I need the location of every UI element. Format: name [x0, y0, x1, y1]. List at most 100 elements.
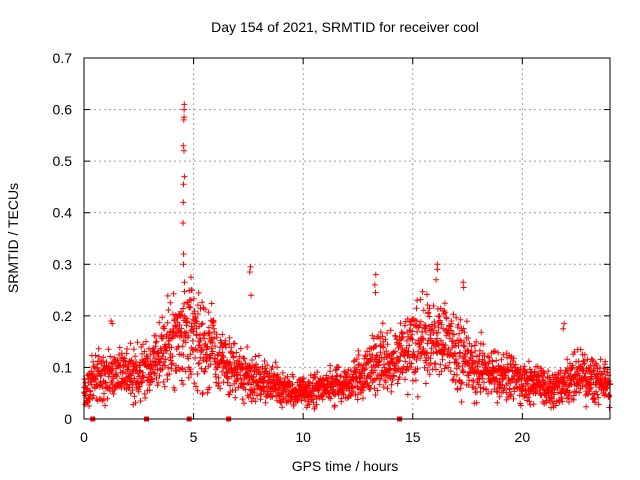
data-point: [249, 377, 256, 383]
data-point: [570, 376, 577, 383]
data-point: [432, 322, 438, 329]
data-point: [257, 371, 264, 378]
data-point: [219, 331, 226, 338]
data-point: [413, 357, 420, 363]
data-point: [448, 320, 455, 327]
data-point: [604, 369, 611, 376]
data-point: [187, 351, 194, 358]
data-point: [600, 365, 607, 372]
data-point: [354, 396, 361, 403]
data-point: [187, 304, 194, 310]
data-point: [190, 295, 197, 302]
data-point: [209, 348, 216, 355]
data-point: [247, 263, 254, 270]
data-point: [566, 399, 572, 405]
data-point: [236, 353, 243, 360]
data-point: [110, 391, 117, 397]
data-point: [105, 346, 112, 353]
data-point: [269, 393, 276, 400]
data-point: [113, 373, 120, 380]
data-point: [225, 375, 232, 382]
data-point: [150, 351, 157, 358]
data-point: [501, 385, 508, 392]
data-point: [366, 351, 373, 358]
data-point: [164, 331, 170, 338]
data-point: [164, 376, 171, 383]
data-point: [251, 389, 258, 395]
y-tick-label: 0.3: [53, 256, 73, 272]
data-point: [433, 276, 440, 283]
data-point: [372, 367, 378, 374]
data-point: [374, 371, 381, 378]
data-point: [149, 376, 156, 383]
data-point: [226, 334, 233, 341]
data-point: [545, 368, 552, 375]
data-point: [569, 362, 576, 369]
data-point: [496, 393, 503, 400]
data-point: [345, 366, 352, 373]
data-point: [424, 367, 431, 374]
data-point: [139, 378, 146, 385]
data-point: [560, 385, 566, 392]
data-point: [209, 339, 216, 346]
data-point: [170, 311, 176, 318]
data-point: [98, 372, 105, 379]
data-point: [195, 290, 202, 296]
data-point: [605, 378, 612, 385]
data-point: [227, 361, 234, 368]
data-point: [192, 315, 199, 322]
data-point: [171, 387, 178, 393]
data-point: [408, 360, 415, 367]
data-point: [134, 339, 141, 346]
data-point: [178, 377, 185, 384]
data-point: [595, 394, 602, 401]
data-point: [369, 332, 376, 339]
data-point: [508, 391, 515, 398]
data-point: [253, 361, 260, 368]
data-point: [453, 371, 460, 378]
data-point: [540, 369, 547, 376]
data-point: [426, 371, 433, 378]
data-point: [488, 388, 495, 395]
data-point: [439, 356, 446, 363]
data-point: [460, 342, 467, 349]
data-point: [372, 391, 379, 398]
data-point: [458, 380, 465, 387]
data-point: [249, 357, 255, 363]
data-point: [239, 396, 246, 403]
data-point: [602, 358, 609, 365]
data-point: [484, 353, 491, 360]
data-point: [206, 330, 213, 336]
data-point: [344, 373, 351, 380]
data-point: [397, 353, 404, 360]
data-point: [226, 359, 233, 366]
data-point: [460, 284, 467, 291]
data-point: [192, 354, 199, 361]
data-point: [403, 345, 410, 351]
data-point: [262, 399, 269, 406]
data-point: [480, 341, 487, 348]
data-point: [561, 320, 568, 327]
data-point: [298, 397, 305, 404]
data-point: [525, 380, 531, 387]
y-tick-label: 0.7: [53, 50, 73, 66]
plot-frame: [83, 57, 611, 420]
data-point: [247, 367, 254, 374]
data-point: [129, 387, 136, 394]
data-point: [387, 365, 394, 372]
data-point: [401, 322, 408, 329]
data-point: [580, 357, 587, 364]
data-point: [252, 398, 259, 405]
data-point: [199, 299, 206, 306]
data-point: [131, 375, 138, 382]
data-point: [477, 389, 484, 395]
data-point: [423, 329, 429, 336]
data-point: [230, 353, 237, 360]
data-point: [335, 390, 342, 397]
data-point: [573, 388, 580, 395]
data-point: [312, 373, 319, 380]
data-point: [594, 391, 601, 398]
tick-labels: 0 0.1 0.2 0.3 0.4 0.5 0.6 0.7 0 5 10 15 20: [53, 50, 531, 445]
data-point: [480, 350, 486, 357]
data-point: [455, 321, 462, 328]
